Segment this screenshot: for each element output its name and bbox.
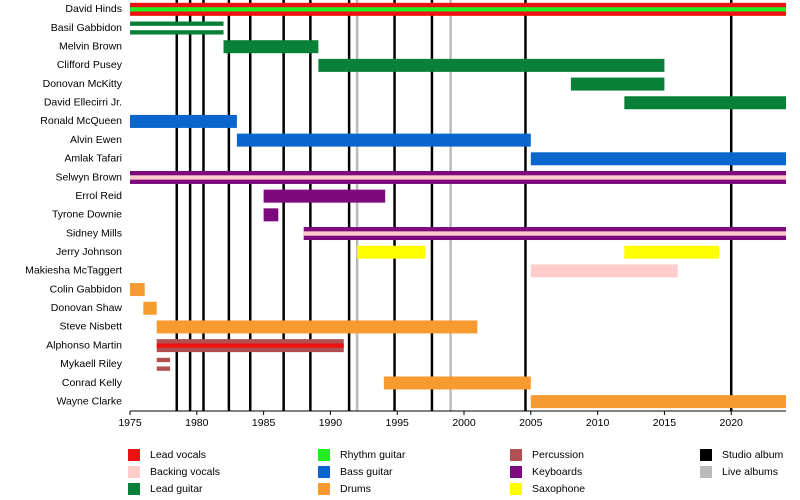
legend-swatch	[128, 449, 140, 461]
x-tick-label: 2005	[519, 417, 543, 429]
legend-label: Backing vocals	[150, 466, 220, 478]
legend-label: Studio album	[722, 449, 784, 461]
member-name: David Hinds	[65, 3, 122, 15]
member-bar	[530, 395, 786, 409]
member-name: Alvin Ewen	[70, 134, 122, 146]
legend-label: Percussion	[532, 449, 584, 461]
legend-swatch	[510, 466, 522, 478]
member-bar	[143, 301, 157, 315]
member-name: Steve Nisbett	[60, 321, 123, 333]
legend-label: Live albums	[722, 466, 778, 478]
legend-label: Lead vocals	[150, 449, 206, 461]
member-name: Wayne Clarke	[56, 395, 122, 407]
member-name: Melvin Brown	[59, 40, 122, 52]
legend-swatch	[128, 466, 140, 478]
member-name: Alphonso Martin	[46, 339, 122, 351]
member-name: Tyrone Downie	[52, 209, 122, 221]
member-bar	[223, 40, 319, 54]
member-name: Clifford Pusey	[57, 59, 123, 71]
legend-swatch	[128, 483, 140, 495]
legend-swatch	[700, 466, 712, 478]
member-bar	[130, 283, 145, 297]
x-tick-label: 2000	[452, 417, 476, 429]
member-bar	[383, 376, 531, 390]
legend-swatch	[700, 449, 712, 461]
member-bar-stripe	[130, 175, 786, 180]
member-name: Sidney Mills	[66, 227, 122, 239]
legend-label: Rhythm guitar	[340, 449, 406, 461]
member-bar-stripe	[303, 231, 786, 236]
x-tick-label: 1990	[319, 417, 343, 429]
x-tick-label: 2010	[586, 417, 610, 429]
x-tick-label: 2020	[720, 417, 744, 429]
member-name: Basil Gabbidon	[51, 22, 122, 34]
x-tick-label: 1980	[185, 417, 209, 429]
member-name: Makiesha McTaggert	[25, 265, 122, 277]
member-bar	[263, 208, 279, 222]
member-bar-stripe	[130, 25, 224, 31]
x-tick-label: 1985	[252, 417, 276, 429]
member-bar-stripe	[130, 7, 786, 12]
member-name: Donovan McKitty	[43, 78, 123, 90]
x-tick-label: 1995	[386, 417, 410, 429]
member-bar	[263, 189, 386, 203]
member-name: Errol Reid	[75, 190, 122, 202]
member-name: David Ellecirri Jr.	[44, 97, 122, 109]
legend-swatch	[510, 483, 522, 495]
member-bar	[624, 245, 720, 259]
member-bar	[156, 320, 478, 334]
legend-swatch	[318, 466, 330, 478]
member-bar	[530, 264, 678, 278]
legend-label: Drums	[340, 483, 371, 495]
member-name: Donovan Shaw	[51, 302, 123, 314]
legend-label: Lead guitar	[150, 483, 203, 495]
legend-swatch	[318, 449, 330, 461]
x-tick-label: 2015	[653, 417, 677, 429]
member-name: Colin Gabbidon	[50, 283, 123, 295]
member-bar	[236, 133, 531, 147]
member-bar	[318, 58, 665, 72]
member-bar	[530, 152, 786, 166]
legend-swatch	[318, 483, 330, 495]
member-bar	[130, 114, 237, 128]
member-name: Conrad Kelly	[62, 377, 123, 389]
x-tick-label: 1975	[118, 417, 142, 429]
legend-label: Saxophone	[532, 483, 585, 495]
member-name: Selwyn Brown	[55, 171, 122, 183]
member-bar	[357, 245, 426, 259]
member-bar-stripe	[156, 362, 171, 367]
member-name: Mykaell Riley	[60, 358, 123, 370]
member-bar	[624, 96, 786, 110]
member-bar	[570, 77, 665, 91]
legend-label: Bass guitar	[340, 466, 393, 478]
legend-swatch	[510, 449, 522, 461]
member-name: Jerry Johnson	[56, 246, 122, 258]
member-name: Ronald McQueen	[40, 115, 122, 127]
member-bar-stripe	[156, 343, 344, 348]
legend-label: Keyboards	[532, 466, 582, 478]
member-name: Amlak Tafari	[64, 153, 122, 165]
